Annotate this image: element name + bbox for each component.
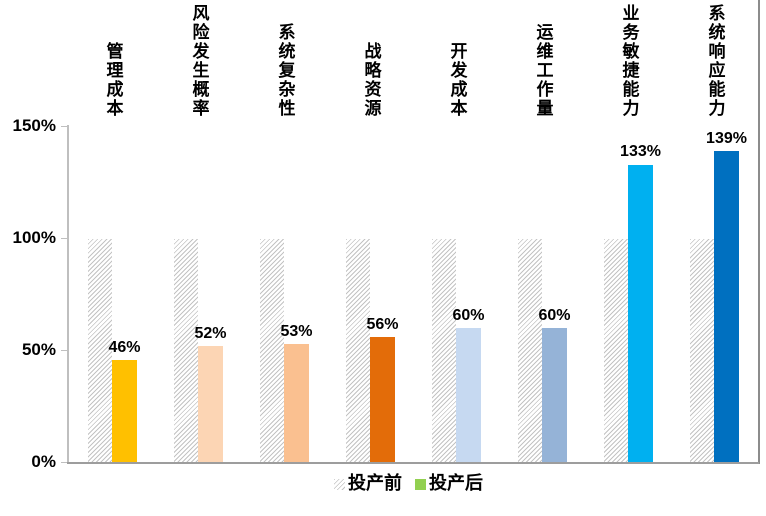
y-axis-line — [67, 125, 69, 464]
category-label-3: 战略资源 — [361, 42, 381, 118]
y-axis-label-0: 0% — [31, 452, 56, 471]
legend-swatch-green-icon — [415, 478, 426, 490]
y-axis-label-100: 100% — [12, 228, 56, 247]
y-tick-100 — [61, 238, 68, 239]
x-axis-line — [67, 462, 759, 464]
bar-after-2 — [284, 344, 309, 463]
chart-right-border — [758, 0, 760, 464]
bar-after-4 — [456, 328, 481, 463]
legend-label-after: 投产后 — [429, 473, 483, 493]
value-label-1: 52% — [194, 325, 227, 343]
legend-label-before: 投产前 — [348, 473, 402, 493]
y-tick-0 — [61, 462, 68, 463]
category-label-6: 业务敏捷能力 — [619, 4, 639, 118]
value-label-0: 46% — [108, 338, 141, 356]
category-label-5: 运维工作量 — [533, 23, 553, 118]
category-label-0: 管理成本 — [103, 42, 123, 118]
bar-before-6 — [604, 238, 628, 463]
bar-after-1 — [198, 346, 223, 463]
legend-item-after: 投产后 — [415, 472, 483, 494]
value-label-5: 60% — [538, 307, 571, 325]
bar-after-0 — [112, 359, 137, 463]
value-label-2: 53% — [280, 323, 313, 341]
bar-before-5 — [518, 238, 542, 463]
bar-before-3 — [346, 238, 370, 463]
category-label-2: 系统复杂性 — [275, 23, 295, 118]
y-tick-50 — [61, 350, 68, 351]
bar-after-3 — [370, 337, 395, 463]
value-label-4: 60% — [452, 307, 485, 325]
bar-after-6 — [628, 164, 653, 463]
bar-before-7 — [690, 238, 714, 463]
category-label-4: 开发成本 — [447, 42, 467, 118]
legend: 投产前 投产后 — [334, 472, 483, 494]
bar-after-5 — [542, 328, 567, 463]
bar-before-4 — [432, 238, 456, 463]
bar-before-0 — [88, 238, 112, 463]
bar-before-1 — [174, 238, 198, 463]
category-label-1: 风险发生概率 — [189, 4, 209, 118]
value-label-3: 56% — [366, 316, 399, 334]
bar-after-7 — [714, 151, 739, 463]
value-label-6: 133% — [620, 143, 661, 161]
legend-swatch-hatched-icon — [334, 478, 345, 490]
value-label-7: 139% — [706, 130, 747, 147]
bar-before-2 — [260, 238, 284, 463]
y-axis-label-150: 150% — [12, 116, 56, 135]
y-tick-150 — [61, 126, 68, 127]
category-label-7: 系统响应能力 — [705, 4, 725, 118]
y-axis-label-50: 50% — [21, 340, 56, 359]
legend-item-before: 投产前 — [334, 472, 402, 494]
